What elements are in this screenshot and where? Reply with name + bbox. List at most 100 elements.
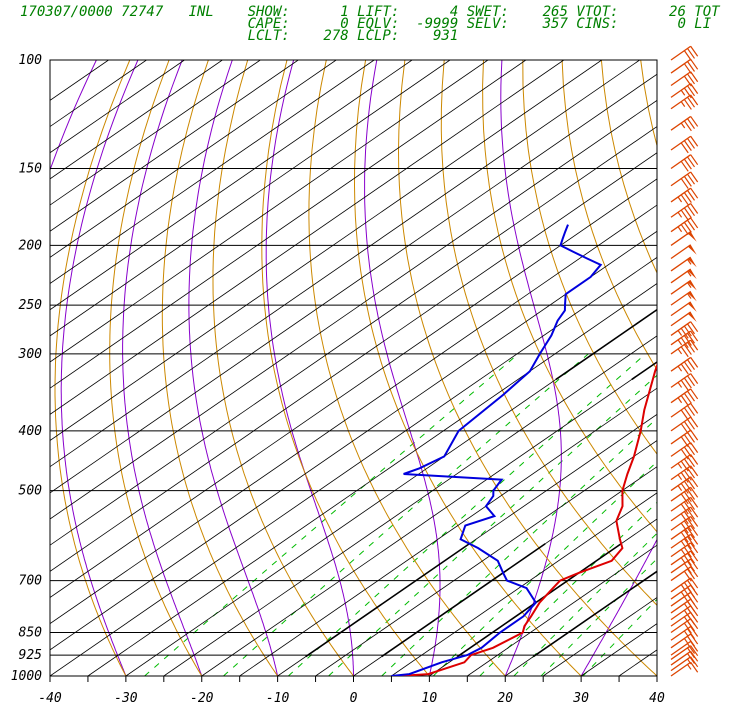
barb-flag [687, 375, 696, 387]
highlighted-isotherm [555, 308, 657, 381]
y-tick-label: 300 [18, 347, 43, 362]
barb-flag [690, 357, 699, 368]
barb-half-flag [677, 462, 683, 469]
barb-half-flag [677, 382, 683, 388]
barb-flag [680, 423, 689, 435]
barb-flag [683, 434, 692, 445]
isotherm-line [50, 60, 337, 258]
isotherm-line [391, 492, 657, 676]
wind-barb [670, 388, 699, 406]
wind-barb [670, 202, 699, 221]
barb-flag [680, 209, 689, 221]
wind-barb [670, 244, 697, 260]
barb-flag [683, 361, 692, 373]
temperature-profile [398, 362, 657, 676]
barb-flag [687, 405, 696, 416]
barb-flag [683, 563, 692, 574]
wind-barb [670, 542, 699, 558]
barb-flag [690, 534, 699, 545]
x-tick-label: -40 [38, 691, 62, 706]
x-tick-label: 10 [422, 691, 438, 706]
x-tick-label: 40 [649, 691, 665, 706]
barb-half-flag [683, 638, 689, 644]
barb-half-flag [680, 540, 686, 547]
wind-barb [670, 486, 699, 505]
barb-half-flag [683, 630, 689, 637]
barb-flag [680, 483, 689, 494]
barb-staff [670, 311, 692, 327]
isotherm-line [50, 256, 657, 676]
barb-flag [683, 222, 692, 233]
wind-barb [670, 187, 699, 206]
wind-barb [670, 625, 699, 641]
barb-flag [683, 546, 692, 558]
dewpoint-profile [391, 224, 603, 676]
barb-half-flag [680, 549, 686, 555]
barb-flag [690, 339, 699, 351]
barb-flag [687, 73, 696, 85]
wind-barb [670, 533, 699, 550]
wind-barb [670, 135, 699, 154]
barb-flag [687, 85, 696, 97]
barb-flag [687, 390, 696, 402]
wind-barb [670, 525, 699, 543]
isotherm-line [50, 152, 657, 572]
barb-flag [687, 444, 696, 456]
barb-flag [690, 94, 699, 106]
barb-flag [687, 332, 696, 344]
barb-flag [690, 71, 699, 83]
barb-flag [680, 327, 689, 339]
isotherm-line [50, 60, 261, 206]
barb-flag [690, 58, 699, 70]
barb-flag [683, 570, 692, 582]
wind-barb [670, 429, 699, 448]
wind-barb [670, 442, 699, 460]
barb-flag [690, 465, 699, 477]
barb-flag [683, 520, 692, 532]
barb-flag [690, 330, 699, 342]
barb-flag [683, 582, 692, 593]
barb-flag [683, 501, 692, 513]
isotherm-line [50, 204, 657, 625]
barb-half-flag [687, 664, 692, 670]
sounding-profiles [391, 224, 657, 676]
isotherm-line [315, 440, 657, 676]
barb-pennant [687, 269, 697, 280]
wind-barb [670, 311, 697, 327]
wind-barb [670, 566, 699, 582]
barb-pennant [687, 280, 697, 291]
barb-flag [690, 558, 699, 570]
wind-barb [670, 416, 699, 435]
barb-flag [690, 416, 699, 428]
wind-barb [670, 330, 699, 349]
barb-flag [683, 207, 692, 219]
wind-barb [670, 231, 697, 246]
barb-staff [670, 290, 692, 306]
barb-flag [687, 518, 696, 530]
barb-pennant [687, 244, 697, 255]
barb-flag [687, 544, 696, 556]
barb-half-flag [677, 365, 683, 372]
y-tick-label: 925 [19, 648, 43, 663]
isotherm-line [50, 60, 299, 232]
barb-flag [687, 173, 696, 185]
barb-flag [683, 589, 692, 601]
barb-flag [690, 656, 699, 668]
barb-half-flag [677, 474, 683, 481]
wind-barb [670, 115, 699, 132]
barb-flag [687, 359, 696, 370]
barb-pennant [687, 231, 697, 242]
barb-flag [683, 407, 692, 419]
y-tick-label: 250 [19, 298, 43, 313]
barb-pennant [687, 291, 697, 302]
barb-flag [687, 508, 696, 520]
barb-flag [687, 628, 696, 640]
barb-flag [683, 596, 692, 608]
barb-flag [683, 555, 692, 566]
y-tick-label: 400 [19, 424, 43, 439]
barb-half-flag [680, 584, 686, 590]
barb-flag [683, 192, 692, 203]
barb-half-flag [687, 658, 692, 665]
barb-flag [683, 538, 692, 550]
barb-flag [683, 99, 692, 110]
